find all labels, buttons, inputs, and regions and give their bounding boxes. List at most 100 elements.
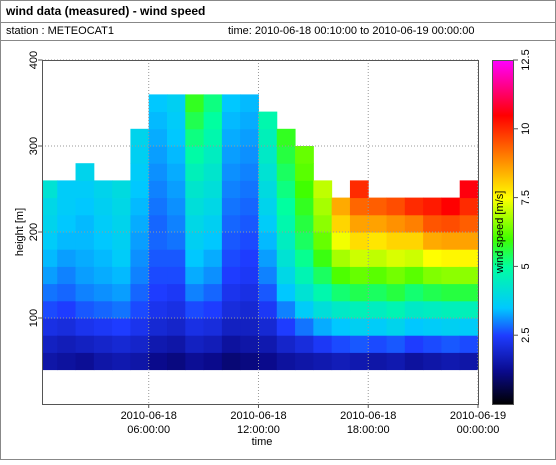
heatmap-cell — [130, 214, 150, 233]
heatmap-cell — [75, 197, 95, 216]
heatmap-cell — [441, 232, 461, 250]
heatmap-cell — [93, 318, 113, 336]
heatmap-cell — [349, 214, 369, 233]
heatmap-cell — [240, 94, 259, 113]
heatmap-cell — [112, 283, 131, 302]
heatmap-cell — [57, 335, 77, 353]
heatmap-cell — [167, 232, 186, 250]
heatmap-cell — [57, 197, 77, 216]
heatmap-cell — [75, 249, 95, 267]
heatmap-cell — [295, 300, 314, 319]
heatmap-cell — [258, 266, 278, 285]
heatmap-cell — [295, 197, 314, 216]
heatmap-cell — [75, 300, 95, 319]
heatmap-cell — [75, 318, 95, 336]
heatmap-cell — [203, 318, 223, 336]
heatmap-cell — [441, 197, 461, 216]
heatmap-cell — [258, 300, 278, 319]
heatmap-cell — [313, 180, 333, 199]
heatmap-cell — [167, 214, 186, 233]
colorbar-label: wind speed [m/s] — [494, 191, 506, 275]
colorbar — [492, 60, 514, 405]
heatmap-cell — [148, 146, 168, 164]
heatmap-cell — [185, 249, 205, 267]
heatmap-cell — [130, 180, 150, 199]
heatmap-cell — [75, 214, 95, 233]
heatmap-cell — [240, 197, 259, 216]
heatmap-cell — [441, 283, 461, 302]
heatmap-cell — [75, 232, 95, 250]
x-tick-label: 2010-06-18 06:00:00 — [121, 410, 177, 436]
heatmap-cell — [42, 352, 58, 371]
heatmap-cell — [313, 266, 333, 285]
heatmap-cell — [112, 266, 131, 285]
heatmap-cell — [112, 214, 131, 233]
heatmap-cell — [167, 180, 186, 199]
heatmap-cell — [221, 283, 241, 302]
heatmap-cell — [42, 214, 58, 233]
heatmap-cell — [93, 352, 113, 371]
heatmap-cell — [459, 197, 478, 216]
heatmap-cell — [167, 163, 186, 181]
time-range: time: 2010-06-18 00:10:00 to 2010-06-19 … — [228, 25, 474, 37]
heatmap-cell — [167, 352, 186, 371]
heatmap-cell — [459, 249, 478, 267]
heatmap-cell — [368, 232, 388, 250]
heatmap-cell — [167, 318, 186, 336]
heatmap-cell — [148, 232, 168, 250]
heatmap-cell — [404, 335, 424, 353]
heatmap-cell — [441, 352, 461, 371]
heatmap-cell — [148, 111, 168, 130]
heatmap-cell — [313, 300, 333, 319]
heatmap-cell — [423, 249, 442, 267]
heatmap-cell — [240, 111, 259, 130]
heatmap-cell — [42, 318, 58, 336]
heatmap-cell — [203, 146, 223, 164]
heatmap-cell — [112, 352, 131, 371]
heatmap-cell — [240, 266, 259, 285]
heatmap-cell — [130, 352, 150, 371]
heatmap-cell — [203, 180, 223, 199]
heatmap-cell — [42, 249, 58, 267]
heatmap-cell — [313, 283, 333, 302]
heatmap-cell — [221, 111, 241, 130]
heatmap-cell — [276, 146, 296, 164]
heatmap-cell — [167, 266, 186, 285]
heatmap-cell — [368, 266, 388, 285]
heatmap-cell — [93, 335, 113, 353]
heatmap-cell — [42, 232, 58, 250]
heatmap-cell — [459, 318, 478, 336]
heatmap-cell — [331, 300, 351, 319]
heatmap-cell — [130, 283, 150, 302]
heatmap-cell — [203, 249, 223, 267]
heatmap-cell — [295, 266, 314, 285]
heatmap-cell — [386, 266, 406, 285]
chart-title: wind data (measured) - wind speed — [5, 4, 205, 18]
heatmap-cell — [42, 197, 58, 216]
heatmap-cell — [313, 352, 333, 371]
heatmap-cell — [75, 335, 95, 353]
heatmap-cell — [130, 146, 150, 164]
heatmap-cell — [459, 266, 478, 285]
heatmap-cell — [459, 335, 478, 353]
heatmap-cell — [148, 163, 168, 181]
heatmap-cell — [75, 283, 95, 302]
heatmap-cell — [386, 283, 406, 302]
heatmap-cell — [185, 163, 205, 181]
heatmap-cell — [295, 249, 314, 267]
heatmap-cell — [295, 214, 314, 233]
heatmap-cell — [221, 352, 241, 371]
heatmap-cell — [57, 249, 77, 267]
heatmap-cell — [42, 283, 58, 302]
heatmap-cell — [221, 146, 241, 164]
heatmap-cell — [221, 94, 241, 113]
heatmap-cell — [57, 214, 77, 233]
heatmap-cell — [167, 111, 186, 130]
x-tick-label: 2010-06-18 18:00:00 — [340, 410, 396, 436]
heatmap-cell — [276, 180, 296, 199]
heatmap-cell — [185, 335, 205, 353]
colorbar-tick-label: 12.5 — [520, 49, 532, 70]
heatmap-cell — [276, 335, 296, 353]
y-tick-label: 300 — [28, 137, 40, 155]
heatmap-cell — [203, 352, 223, 371]
